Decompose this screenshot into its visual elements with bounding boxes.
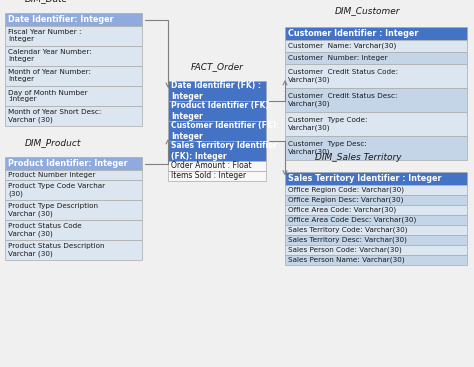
Bar [285, 88, 467, 112]
Text: Fiscal Year Number :
Integer: Fiscal Year Number : Integer [8, 29, 82, 43]
Text: Items Sold : Integer: Items Sold : Integer [171, 171, 246, 181]
Bar [285, 205, 467, 215]
Bar [285, 235, 467, 245]
Bar [5, 66, 142, 86]
Bar [5, 200, 142, 220]
Bar [5, 240, 142, 260]
Text: Day of Month Number
:Integer: Day of Month Number :Integer [8, 90, 88, 102]
Text: Customer  Type Desc:
Varchar(30): Customer Type Desc: Varchar(30) [288, 141, 367, 155]
Text: Product Identifier (FK):
Integer: Product Identifier (FK): Integer [171, 101, 272, 121]
Bar [5, 106, 142, 126]
Text: Calendar Year Number:
Integer: Calendar Year Number: Integer [8, 50, 92, 62]
Text: Sales Person Code: Varchar(30): Sales Person Code: Varchar(30) [288, 247, 402, 253]
Text: Product Type Description
Varchar (30): Product Type Description Varchar (30) [8, 203, 98, 217]
Bar [285, 52, 467, 64]
Bar [168, 81, 266, 101]
Text: Date Identifier (FK) :
Integer: Date Identifier (FK) : Integer [171, 81, 261, 101]
Text: Customer  Type Code:
Varchar(30): Customer Type Code: Varchar(30) [288, 117, 367, 131]
Text: Customer  Name: Varchar(30): Customer Name: Varchar(30) [288, 43, 396, 49]
Text: Sales Territory Desc: Varchar(30): Sales Territory Desc: Varchar(30) [288, 237, 407, 243]
Text: Date Identifier: Integer: Date Identifier: Integer [8, 15, 114, 24]
Bar [285, 255, 467, 265]
Text: FACT_Order: FACT_Order [191, 62, 244, 71]
Bar [5, 157, 142, 170]
Bar [285, 40, 467, 52]
Text: Product Number Integer: Product Number Integer [8, 172, 95, 178]
Bar [285, 112, 467, 136]
Text: Sales Territory Code: Varchar(30): Sales Territory Code: Varchar(30) [288, 227, 408, 233]
Bar [285, 215, 467, 225]
Text: DIM_Product: DIM_Product [25, 138, 82, 147]
Text: Month of Year Number:
Integer: Month of Year Number: Integer [8, 69, 91, 83]
Text: Sales Person Name: Varchar(30): Sales Person Name: Varchar(30) [288, 257, 405, 263]
Bar [285, 136, 467, 160]
Text: Product Status Description
Varchar (30): Product Status Description Varchar (30) [8, 243, 104, 257]
Text: Customer Identifier (FK):
Integer: Customer Identifier (FK): Integer [171, 121, 279, 141]
Text: Office Region Desc: Varchar(30): Office Region Desc: Varchar(30) [288, 197, 403, 203]
Bar [168, 101, 266, 121]
Bar [5, 46, 142, 66]
Bar [5, 13, 142, 26]
Text: Month of Year Short Desc:
Varchar (30): Month of Year Short Desc: Varchar (30) [8, 109, 101, 123]
Text: Office Area Code: Varchar(30): Office Area Code: Varchar(30) [288, 207, 396, 213]
Text: Sales Territory Identifier
(FK): Integer: Sales Territory Identifier (FK): Integer [171, 141, 277, 161]
Text: DIM_Date: DIM_Date [25, 0, 68, 3]
Text: Product Identifier: Integer: Product Identifier: Integer [8, 159, 128, 168]
Bar [285, 27, 467, 40]
Bar [168, 141, 266, 161]
Bar [285, 195, 467, 205]
Text: Sales Territory Identifier : Integer: Sales Territory Identifier : Integer [288, 174, 441, 183]
Bar [285, 225, 467, 235]
Bar [5, 180, 142, 200]
Bar [5, 86, 142, 106]
Bar [285, 245, 467, 255]
Bar [168, 121, 266, 141]
Text: Customer  Credit Status Code:
Varchar(30): Customer Credit Status Code: Varchar(30) [288, 69, 398, 83]
Text: DIM_Sales Territory: DIM_Sales Territory [315, 153, 401, 162]
Text: Customer  Credit Status Desc:
Varchar(30): Customer Credit Status Desc: Varchar(30) [288, 93, 398, 107]
Bar [285, 64, 467, 88]
Text: DIM_Customer: DIM_Customer [335, 6, 401, 15]
Text: Customer Identifier : Integer: Customer Identifier : Integer [288, 29, 419, 38]
Bar [285, 172, 467, 185]
Bar [5, 220, 142, 240]
Bar [5, 26, 142, 46]
Bar [168, 171, 266, 181]
Text: Office Region Code: Varchar(30): Office Region Code: Varchar(30) [288, 187, 404, 193]
Bar [285, 185, 467, 195]
Bar [5, 170, 142, 180]
Bar [168, 161, 266, 171]
Text: Product Status Code
Varchar (30): Product Status Code Varchar (30) [8, 223, 82, 237]
Text: Customer  Number: Integer: Customer Number: Integer [288, 55, 388, 61]
Text: Office Area Code Desc: Varchar(30): Office Area Code Desc: Varchar(30) [288, 217, 416, 223]
Text: Order Amount : Float: Order Amount : Float [171, 161, 252, 171]
Text: Product Type Code Varchar
(30): Product Type Code Varchar (30) [8, 183, 105, 197]
